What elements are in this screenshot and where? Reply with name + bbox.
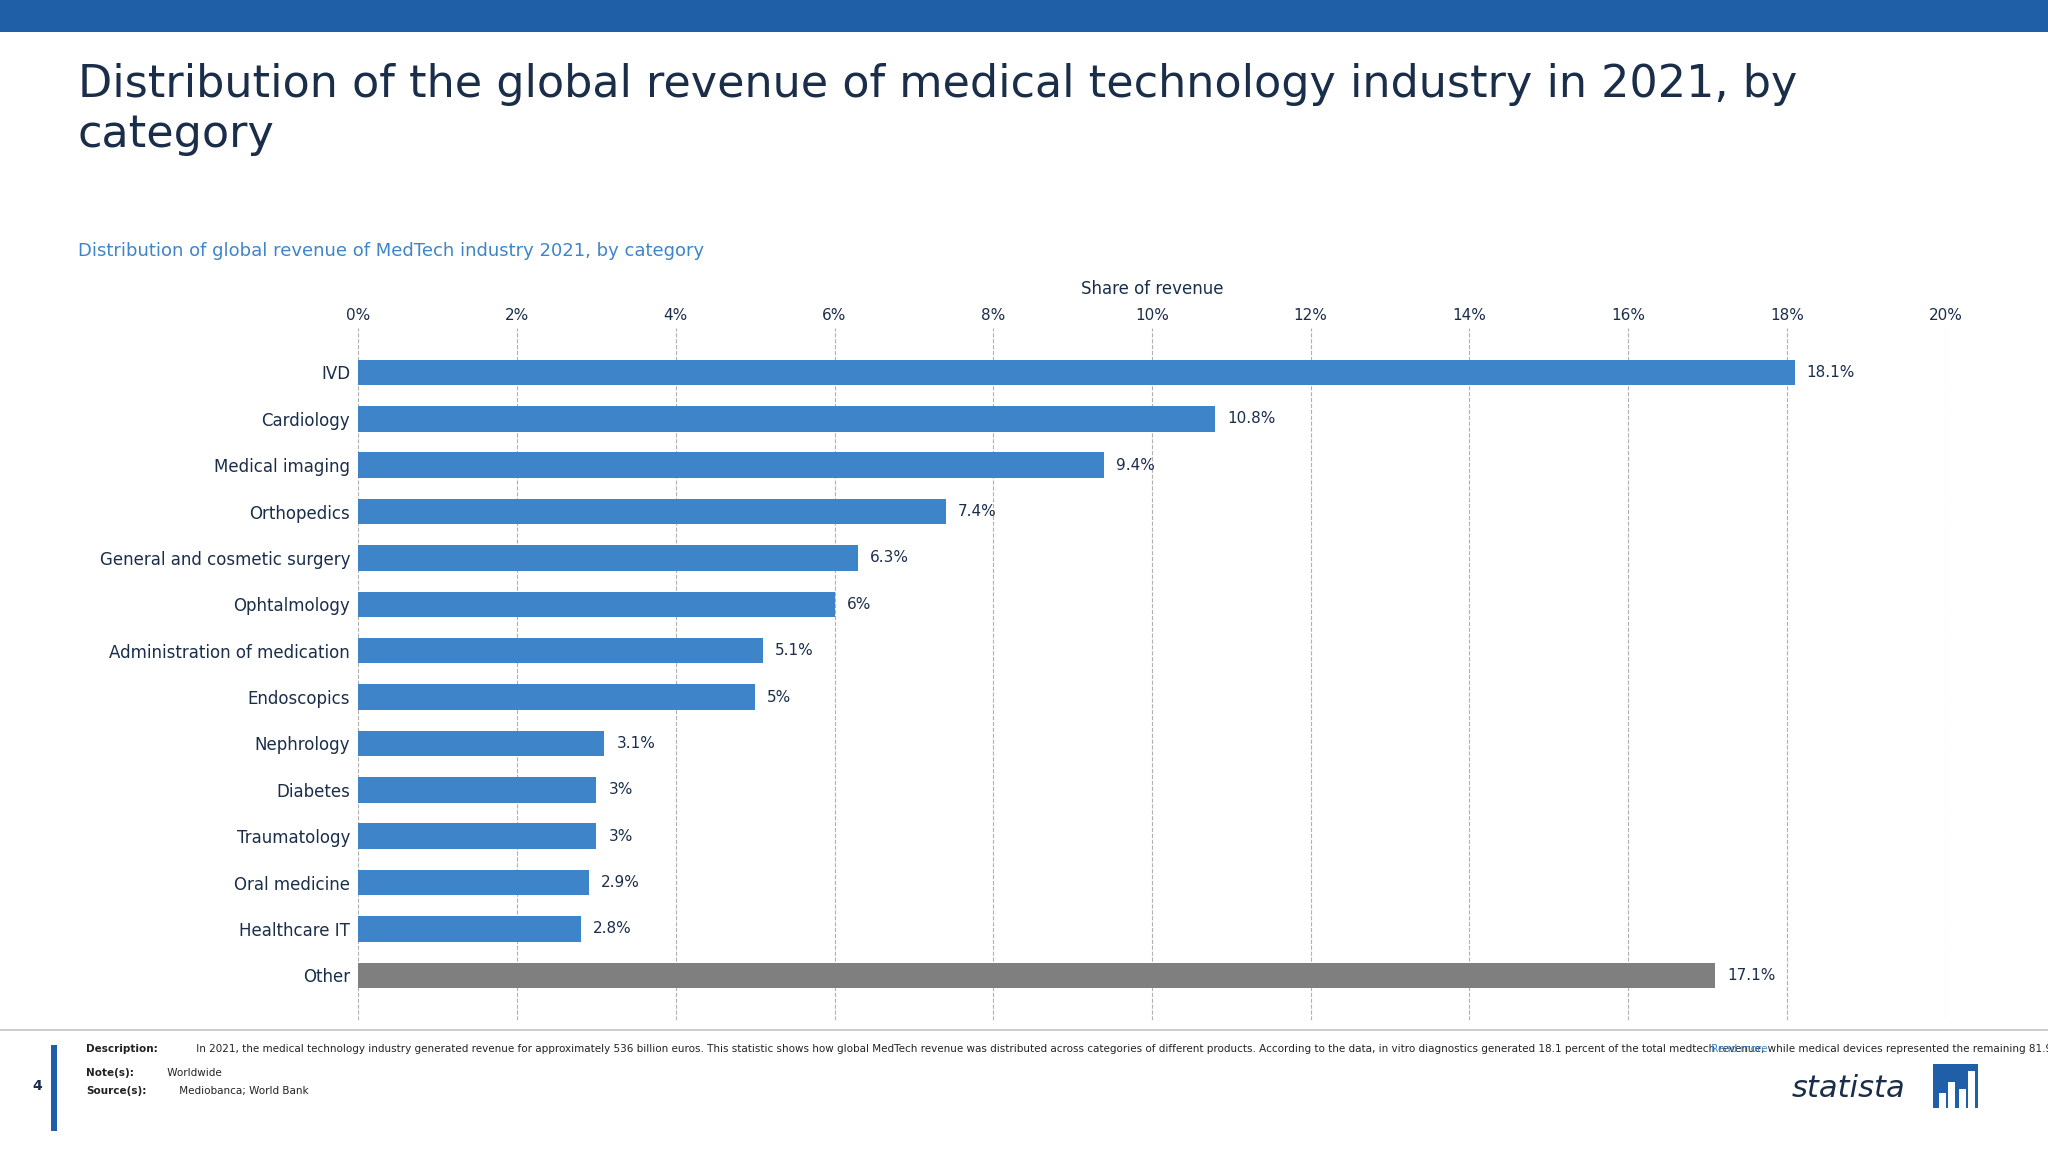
- Bar: [358, 592, 836, 617]
- Text: Source(s):: Source(s):: [86, 1086, 145, 1097]
- Text: 3%: 3%: [608, 782, 633, 797]
- Bar: [358, 963, 1716, 988]
- Bar: [358, 359, 1794, 385]
- Bar: [358, 824, 596, 849]
- Text: 5.1%: 5.1%: [774, 643, 813, 658]
- Bar: [358, 407, 1217, 432]
- Bar: [358, 730, 604, 756]
- X-axis label: Share of revenue: Share of revenue: [1081, 280, 1223, 298]
- Text: 2.8%: 2.8%: [592, 922, 631, 937]
- Text: Distribution of the global revenue of medical technology industry in 2021, by
ca: Distribution of the global revenue of me…: [78, 63, 1798, 157]
- Bar: [358, 870, 588, 895]
- Bar: [358, 499, 946, 524]
- Text: 10.8%: 10.8%: [1227, 411, 1276, 426]
- Text: In 2021, the medical technology industry generated revenue for approximately 536: In 2021, the medical technology industry…: [193, 1044, 2048, 1054]
- Bar: [1960, 1089, 1966, 1108]
- Text: Note(s):: Note(s):: [86, 1068, 133, 1078]
- Text: statista: statista: [1792, 1074, 1907, 1104]
- Text: 7.4%: 7.4%: [958, 505, 995, 520]
- Bar: [358, 684, 756, 710]
- Bar: [358, 778, 596, 803]
- Bar: [1968, 1071, 1974, 1108]
- Bar: [1939, 1093, 1946, 1108]
- Text: 3%: 3%: [608, 828, 633, 843]
- Text: 18.1%: 18.1%: [1806, 365, 1855, 380]
- Text: Description:: Description:: [86, 1044, 158, 1054]
- Bar: [1948, 1082, 1954, 1108]
- Text: 2.9%: 2.9%: [600, 876, 639, 890]
- Text: 4: 4: [33, 1079, 43, 1093]
- Text: 6.3%: 6.3%: [870, 551, 909, 566]
- Text: Read more: Read more: [1708, 1044, 1767, 1054]
- Bar: [358, 545, 858, 570]
- Bar: [358, 638, 764, 664]
- Text: 17.1%: 17.1%: [1726, 968, 1776, 983]
- Text: 3.1%: 3.1%: [616, 736, 655, 751]
- Text: 5%: 5%: [768, 690, 791, 705]
- Text: Mediobanca; World Bank: Mediobanca; World Bank: [176, 1086, 309, 1097]
- Text: 6%: 6%: [846, 597, 870, 612]
- Text: 9.4%: 9.4%: [1116, 457, 1155, 472]
- Text: Worldwide: Worldwide: [164, 1068, 221, 1078]
- Bar: [358, 916, 582, 941]
- Bar: [358, 453, 1104, 478]
- Text: Distribution of global revenue of MedTech industry 2021, by category: Distribution of global revenue of MedTec…: [78, 242, 705, 260]
